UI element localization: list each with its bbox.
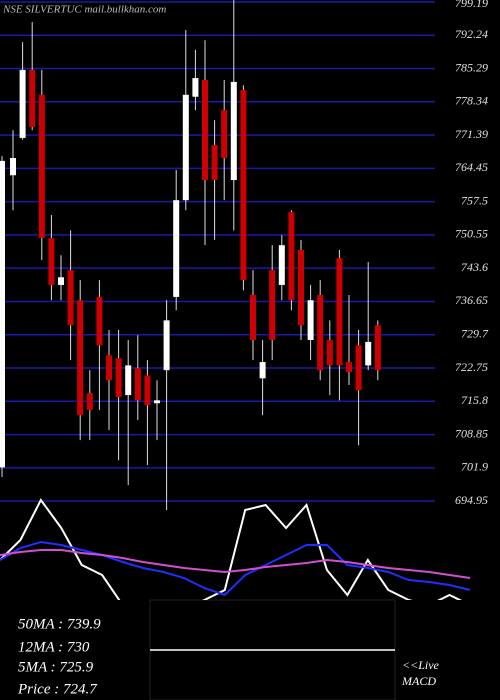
candle-body	[134, 368, 141, 401]
candle-body	[29, 69, 36, 127]
header: NSE SILVERTUC mail.bullkhan.com	[2, 4, 166, 16]
candle-body	[96, 296, 103, 346]
candle-body	[355, 345, 362, 391]
candle-body	[298, 249, 304, 326]
macd-label: MACD	[401, 674, 436, 688]
y-tick-label: 729.7	[461, 326, 489, 340]
y-tick-label: 757.5	[461, 193, 488, 207]
info-label: 5MA : 725.9	[18, 659, 94, 675]
y-tick-label: 743.6	[461, 260, 488, 274]
indicator-line	[0, 549, 471, 579]
candle-body	[336, 258, 343, 366]
candle-body	[48, 238, 55, 285]
indicator-line	[0, 498, 463, 600]
y-tick-label: 694.95	[455, 493, 488, 507]
y-tick-label: 715.8	[461, 393, 488, 407]
candle-body	[240, 90, 247, 281]
y-tick-label: 722.75	[455, 360, 488, 374]
candle-body	[0, 160, 5, 468]
info-label: Price : 724.7	[17, 681, 98, 697]
info-label: 12MA : 730	[18, 639, 90, 655]
macd-label: <<Live	[402, 658, 440, 672]
candle-body	[202, 79, 208, 181]
candle-body	[106, 355, 112, 381]
candle-body	[307, 300, 314, 340]
y-tick-label: 701.9	[461, 460, 488, 474]
candle-body	[163, 320, 170, 371]
candle-body	[38, 94, 45, 239]
y-tick-label: 771.39	[455, 127, 488, 141]
candle-body	[86, 393, 93, 410]
candle-body	[278, 245, 285, 285]
candle-body	[365, 341, 372, 366]
y-tick-label: 778.34	[455, 94, 488, 108]
candle-body	[192, 78, 199, 97]
y-tick-label: 799.19	[455, 0, 488, 10]
candle-body	[230, 81, 237, 181]
candle-body	[317, 294, 324, 371]
info-label: 50MA : 739.9	[18, 616, 101, 632]
y-tick-label: 736.65	[455, 293, 488, 307]
candle-body	[269, 270, 276, 340]
candle-body	[154, 400, 160, 404]
candle-body	[182, 94, 189, 201]
candle-body	[67, 270, 74, 326]
y-tick-label: 708.85	[455, 426, 488, 440]
candle-body	[58, 277, 64, 285]
indicator-line	[0, 540, 471, 597]
candle-body	[259, 362, 266, 379]
candle-body	[115, 358, 122, 397]
candle-body	[288, 212, 295, 301]
candle-body	[19, 69, 26, 138]
candle-body	[326, 340, 333, 366]
candle-body	[10, 158, 16, 176]
candle-body	[250, 294, 256, 340]
y-tick-label: 750.55	[455, 227, 488, 241]
candle-body	[173, 200, 180, 297]
y-tick-label: 792.24	[455, 27, 488, 41]
candle-body	[77, 300, 84, 416]
y-tick-label: 764.45	[455, 160, 488, 174]
candle-body	[221, 110, 228, 159]
candle-body	[211, 145, 218, 181]
candle-body	[144, 375, 151, 406]
y-tick-label: 785.29	[455, 60, 488, 74]
candle-body	[125, 365, 132, 396]
candle-body	[374, 325, 381, 371]
candle-body	[346, 362, 352, 373]
